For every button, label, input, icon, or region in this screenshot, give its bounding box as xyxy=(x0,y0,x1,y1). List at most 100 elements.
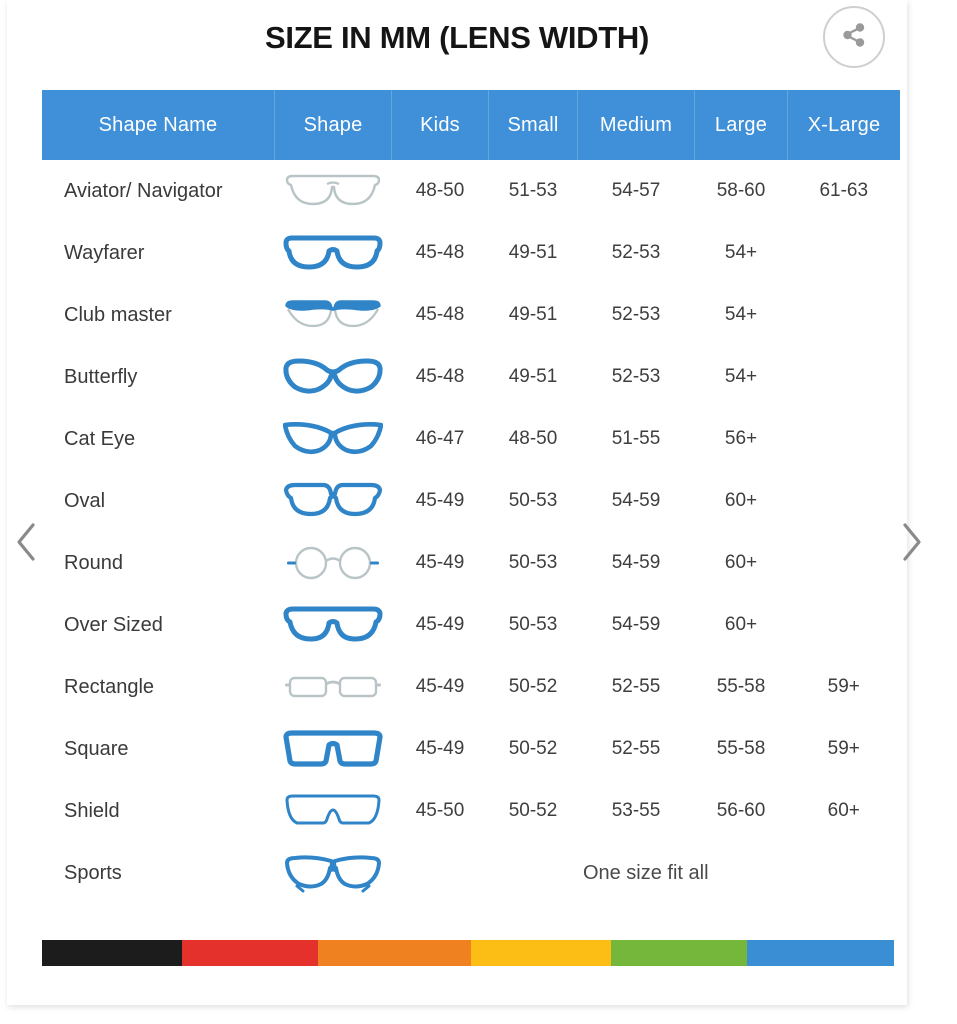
cell-size-xlarge xyxy=(787,470,900,532)
cell-size-medium: 54-59 xyxy=(577,470,695,532)
color-strip-segment xyxy=(182,940,318,966)
cell-size-small: 49-51 xyxy=(488,346,578,408)
cell-size-kids: 45-49 xyxy=(391,532,489,594)
cell-size-large: 56+ xyxy=(694,408,788,470)
cell-size-small: 48-50 xyxy=(488,408,578,470)
chevron-right-icon xyxy=(899,521,925,563)
cell-size-xlarge xyxy=(787,284,900,346)
color-strip-segment xyxy=(611,940,748,966)
cell-size-xlarge xyxy=(787,594,900,656)
table-row: Rectangle 45-49 50-52 52-55 55-58 59+ xyxy=(42,656,900,718)
cell-shape-name: Club master xyxy=(42,284,275,346)
size-chart-table: Shape Name Shape Kids Small Medium Large… xyxy=(42,90,900,904)
glasses-clubmaster-icon xyxy=(275,295,392,335)
cell-size-kids: 45-50 xyxy=(391,780,489,842)
cell-shape-name: Round xyxy=(42,532,275,594)
cell-size-kids: 45-48 xyxy=(391,346,489,408)
cell-shape-image xyxy=(274,718,392,780)
share-button[interactable] xyxy=(823,6,885,68)
cell-size-large: 58-60 xyxy=(694,160,788,222)
table-header-row: Shape Name Shape Kids Small Medium Large… xyxy=(42,90,900,160)
cell-size-medium: 52-55 xyxy=(577,656,695,718)
cell-size-large: 60+ xyxy=(694,532,788,594)
cell-one-size-note: One size fit all xyxy=(391,842,900,904)
glasses-round-icon xyxy=(275,543,392,583)
cell-size-medium: 54-59 xyxy=(577,594,695,656)
cell-size-large: 56-60 xyxy=(694,780,788,842)
table-row: Cat Eye 46-47 48-50 51-55 56+ xyxy=(42,408,900,470)
cell-size-medium: 52-53 xyxy=(577,346,695,408)
carousel-next-button[interactable] xyxy=(890,512,934,572)
cell-size-small: 50-53 xyxy=(488,594,578,656)
cell-size-large: 55-58 xyxy=(694,656,788,718)
cell-size-large: 60+ xyxy=(694,594,788,656)
cell-size-xlarge xyxy=(787,346,900,408)
column-header-kids[interactable]: Kids xyxy=(391,90,489,160)
cell-size-medium: 53-55 xyxy=(577,780,695,842)
color-strip-segment xyxy=(471,940,612,966)
cell-size-kids: 45-49 xyxy=(391,718,489,780)
cell-size-kids: 45-49 xyxy=(391,656,489,718)
cell-size-xlarge xyxy=(787,222,900,284)
cell-size-kids: 45-48 xyxy=(391,222,489,284)
glasses-sports-icon xyxy=(275,853,392,893)
cell-size-xlarge: 59+ xyxy=(787,656,900,718)
cell-size-large: 54+ xyxy=(694,284,788,346)
page-title: SIZE IN MM (LENS WIDTH) xyxy=(264,20,649,55)
column-header-shape[interactable]: Shape xyxy=(274,90,392,160)
size-chart-card: SIZE IN MM (LENS WIDTH) Shape Name Shape… xyxy=(7,0,907,1005)
cell-size-small: 50-53 xyxy=(488,470,578,532)
table-row: Oval 45-49 50-53 54-59 60+ xyxy=(42,470,900,532)
cell-size-large: 55-58 xyxy=(694,718,788,780)
cell-size-kids: 45-49 xyxy=(391,594,489,656)
cell-shape-image xyxy=(274,470,392,532)
column-header-small[interactable]: Small xyxy=(488,90,578,160)
table-row: Club master 45-48 49-51 52-53 54+ xyxy=(42,284,900,346)
cell-shape-image xyxy=(274,222,392,284)
cell-shape-name: Butterfly xyxy=(42,346,275,408)
cell-size-medium: 52-55 xyxy=(577,718,695,780)
cell-size-small: 50-53 xyxy=(488,532,578,594)
cell-shape-image xyxy=(274,346,392,408)
cell-shape-image xyxy=(274,594,392,656)
cell-size-xlarge xyxy=(787,532,900,594)
cell-size-medium: 54-57 xyxy=(577,160,695,222)
cell-size-xlarge: 61-63 xyxy=(787,160,900,222)
glasses-butterfly-icon xyxy=(275,357,392,397)
table-row: Over Sized 45-49 50-53 54-59 60+ xyxy=(42,594,900,656)
cell-shape-name: Over Sized xyxy=(42,594,275,656)
cell-size-medium: 54-59 xyxy=(577,532,695,594)
glasses-square-icon xyxy=(275,729,392,769)
glasses-cateye-icon xyxy=(275,419,392,459)
column-header-medium[interactable]: Medium xyxy=(577,90,695,160)
glasses-aviator-icon xyxy=(275,171,392,211)
cell-shape-name: Oval xyxy=(42,470,275,532)
cell-shape-name: Sports xyxy=(42,842,275,904)
cell-size-xlarge xyxy=(787,408,900,470)
cell-size-small: 49-51 xyxy=(488,284,578,346)
cell-shape-name: Rectangle xyxy=(42,656,275,718)
color-strip-segment xyxy=(42,940,182,966)
carousel-prev-button[interactable] xyxy=(4,512,48,572)
cell-size-large: 54+ xyxy=(694,222,788,284)
cell-size-medium: 52-53 xyxy=(577,222,695,284)
cell-shape-name: Wayfarer xyxy=(42,222,275,284)
chevron-left-icon xyxy=(13,521,39,563)
cell-size-xlarge: 60+ xyxy=(787,780,900,842)
column-header-large[interactable]: Large xyxy=(694,90,788,160)
cell-size-small: 51-53 xyxy=(488,160,578,222)
table-header: Shape Name Shape Kids Small Medium Large… xyxy=(42,90,900,160)
cell-shape-name: Aviator/ Navigator xyxy=(42,160,275,222)
column-header-shape-name[interactable]: Shape Name xyxy=(42,90,275,160)
cell-size-small: 49-51 xyxy=(488,222,578,284)
cell-shape-name: Shield xyxy=(42,780,275,842)
cell-size-small: 50-52 xyxy=(488,718,578,780)
cell-size-kids: 48-50 xyxy=(391,160,489,222)
column-header-xlarge[interactable]: X-Large xyxy=(787,90,900,160)
share-icon xyxy=(841,22,867,53)
table-row: Square 45-49 50-52 52-55 55-58 59+ xyxy=(42,718,900,780)
cell-size-small: 50-52 xyxy=(488,656,578,718)
cell-shape-image xyxy=(274,780,392,842)
table-row: Sports One size fit all xyxy=(42,842,900,904)
